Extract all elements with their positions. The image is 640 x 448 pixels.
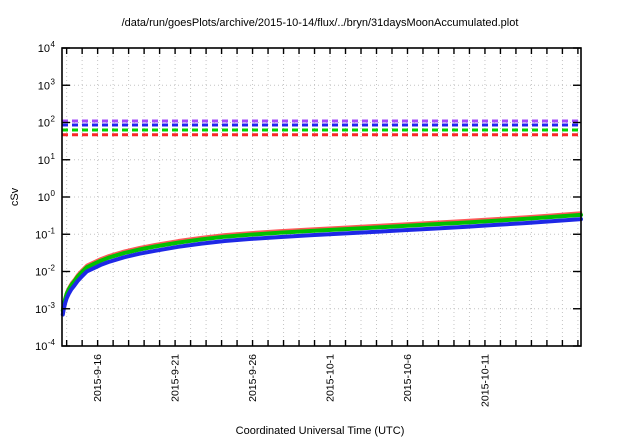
y-tick-label: 10-2 [35,264,55,279]
x-tick-labels: 2015-9-16 2015-9-21 2015-9-26 2015-10-1 2015… [92,354,491,407]
x-tick-label: 2015-10-11 [479,354,491,407]
y-tick-label: 101 [38,152,56,167]
green-accumulated-dose [60,212,583,313]
threshold-lines [62,119,581,137]
plot-border [61,47,582,347]
x-tick-label: 2015-9-26 [247,354,259,402]
red-accumulated-dose [61,211,583,309]
y-tick-label: 100 [38,189,56,204]
y-tick-label: 102 [38,115,56,130]
y-tick-label: 103 [38,77,56,92]
y-tick-label: 10-4 [35,338,55,353]
blue-accumulated-dose [60,217,583,317]
chart-title: /data/run/goesPlots/archive/2015-10-14/f… [121,17,519,29]
x-tick-label: 2015-9-16 [92,354,104,402]
gridlines [62,48,581,346]
y-tick-label: 10-3 [35,301,55,316]
data-series [60,211,583,317]
x-tick-label: 2015-10-6 [402,354,414,402]
tick-marks [62,47,581,347]
x-axis-label: Coordinated Universal Time (UTC) [235,425,405,437]
x-tick-label: 2015-9-21 [170,354,182,402]
y-tick-label: 10-1 [35,226,55,241]
y-tick-label: 104 [38,40,56,55]
x-tick-label: 2015-10-1 [325,354,337,402]
y-tick-labels: 104 103 102 101 100 10-1 10-2 10-3 10-4 [35,40,55,353]
